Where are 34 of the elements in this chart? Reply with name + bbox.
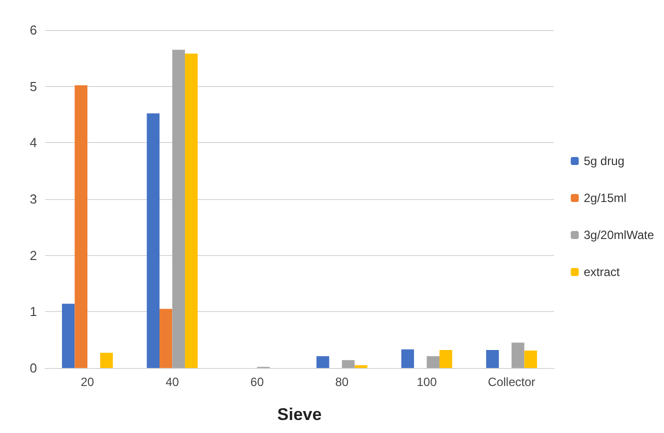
bar bbox=[62, 304, 75, 368]
bar bbox=[316, 356, 330, 368]
y-tick-label: 4 bbox=[30, 135, 37, 150]
y-tick-label: 3 bbox=[30, 192, 37, 206]
legend-label: 2g/15ml bbox=[584, 191, 626, 205]
bar bbox=[354, 365, 368, 368]
y-tick-label: 1 bbox=[30, 304, 37, 320]
x-tick-label: Collector bbox=[488, 375, 536, 389]
y-tick-label: 2 bbox=[30, 248, 37, 263]
x-axis-title: Sieve bbox=[277, 405, 322, 424]
bar bbox=[100, 352, 113, 368]
bar bbox=[172, 50, 185, 368]
legend-label: extract bbox=[584, 265, 620, 279]
bar bbox=[486, 350, 499, 368]
y-tick-label: 6 bbox=[30, 22, 37, 38]
x-tick-label: 80 bbox=[335, 375, 349, 389]
bar bbox=[401, 349, 414, 368]
bar bbox=[160, 308, 172, 368]
bar bbox=[184, 54, 198, 368]
y-tick-label: 0 bbox=[30, 360, 37, 376]
bar bbox=[426, 356, 440, 368]
legend-label: 5g drug bbox=[584, 154, 624, 168]
bar bbox=[342, 360, 355, 368]
bar bbox=[524, 350, 538, 368]
x-tick-label: 100 bbox=[416, 375, 438, 389]
legend-label: 3g/20mlWate bbox=[584, 228, 654, 242]
x-tick-label: 60 bbox=[250, 375, 264, 389]
y-tick-label: 5 bbox=[30, 78, 37, 94]
bar bbox=[74, 85, 88, 368]
x-tick-label: 20 bbox=[80, 375, 94, 389]
bar bbox=[439, 350, 452, 368]
x-tick-label: 40 bbox=[166, 375, 180, 389]
bar bbox=[146, 113, 160, 368]
bar bbox=[512, 342, 524, 368]
